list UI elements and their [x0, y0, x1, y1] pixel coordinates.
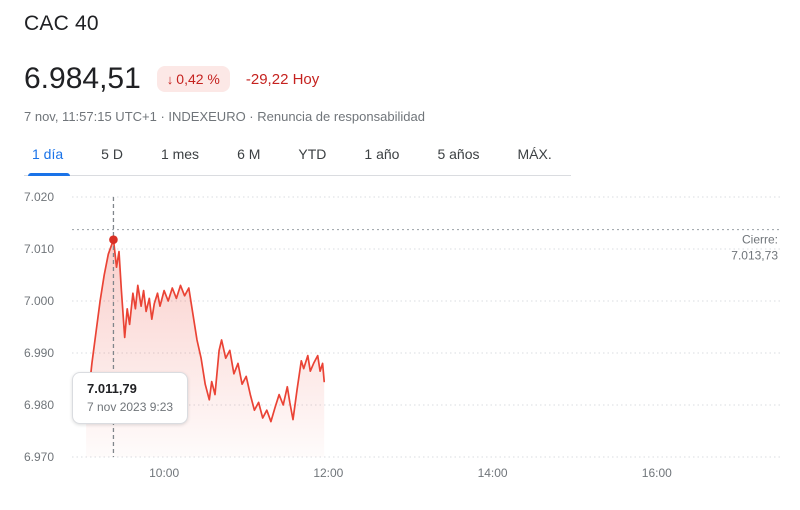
quote-timestamp-exchange: 7 nov, 11:57:15 UTC+1 · INDEXEURO · [24, 109, 258, 124]
svg-text:6.980: 6.980 [24, 398, 54, 412]
tab-5-anos[interactable]: 5 años [418, 136, 498, 175]
svg-text:10:00: 10:00 [149, 466, 179, 480]
svg-text:16:00: 16:00 [642, 466, 672, 480]
page-title: CAC 40 [24, 12, 99, 35]
current-price: 6.984,51 [24, 62, 141, 95]
down-arrow-icon: ↓ [166, 71, 174, 87]
price-chart: 7.020 7.010 7.000 6.990 6.980 6.970 10:00 12:00… [0, 184, 800, 488]
svg-text:Cierre:: Cierre: [742, 233, 778, 247]
quote-meta: 7 nov, 11:57:15 UTC+1 · INDEXEURO · Renu… [24, 109, 776, 124]
change-amount: -29,22 Hoy [245, 70, 320, 88]
tooltip-price: 7.011,79 [87, 381, 137, 396]
tab-1-dia[interactable]: 1 día [24, 136, 82, 176]
tab-5-d[interactable]: 5 D [82, 136, 142, 175]
svg-text:7.000: 7.000 [24, 294, 54, 308]
svg-text:7.010: 7.010 [24, 242, 54, 256]
svg-text:6.970: 6.970 [24, 450, 54, 464]
finance-quote-page: CAC 40 6.984,51 ↓ 0,42 % -29,22 Hoy 7 no… [0, 12, 800, 488]
tab-max[interactable]: MÁX. [499, 136, 571, 175]
svg-text:14:00: 14:00 [478, 466, 508, 480]
price-row: 6.984,51 ↓ 0,42 % -29,22 Hoy [24, 62, 776, 96]
tab-ytd[interactable]: YTD [279, 136, 345, 175]
change-percent: 0,42 % [176, 71, 220, 87]
svg-text:6.990: 6.990 [24, 346, 54, 360]
tab-1-ano[interactable]: 1 año [345, 136, 418, 175]
chart-canvas[interactable]: 7.020 7.010 7.000 6.990 6.980 6.970 10:00 12:00… [0, 184, 800, 488]
svg-text:12:00: 12:00 [313, 466, 343, 480]
svg-text:7.020: 7.020 [24, 190, 54, 204]
tooltip-date: 7 nov 2023 9:23 [87, 400, 174, 414]
tab-1-mes[interactable]: 1 mes [142, 136, 218, 175]
change-percent-badge: ↓ 0,42 % [156, 66, 230, 92]
tab-6-m[interactable]: 6 M [218, 136, 279, 175]
chart-tooltip: 7.011,79 7 nov 2023 9:23 [72, 372, 189, 424]
disclaimer-link[interactable]: Renuncia de responsabilidad [257, 109, 425, 124]
svg-text:7.013,73: 7.013,73 [731, 249, 778, 263]
